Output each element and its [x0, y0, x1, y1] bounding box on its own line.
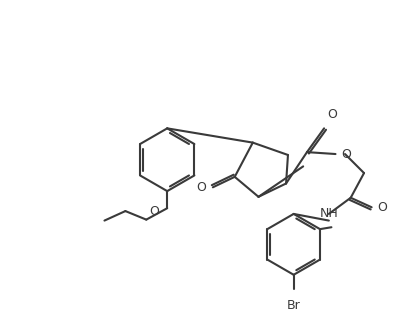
- Text: O: O: [150, 205, 160, 218]
- Text: O: O: [327, 108, 337, 121]
- Text: Br: Br: [287, 299, 301, 311]
- Text: NH: NH: [320, 207, 338, 220]
- Text: O: O: [196, 181, 206, 194]
- Text: O: O: [377, 201, 387, 214]
- Text: O: O: [341, 147, 351, 160]
